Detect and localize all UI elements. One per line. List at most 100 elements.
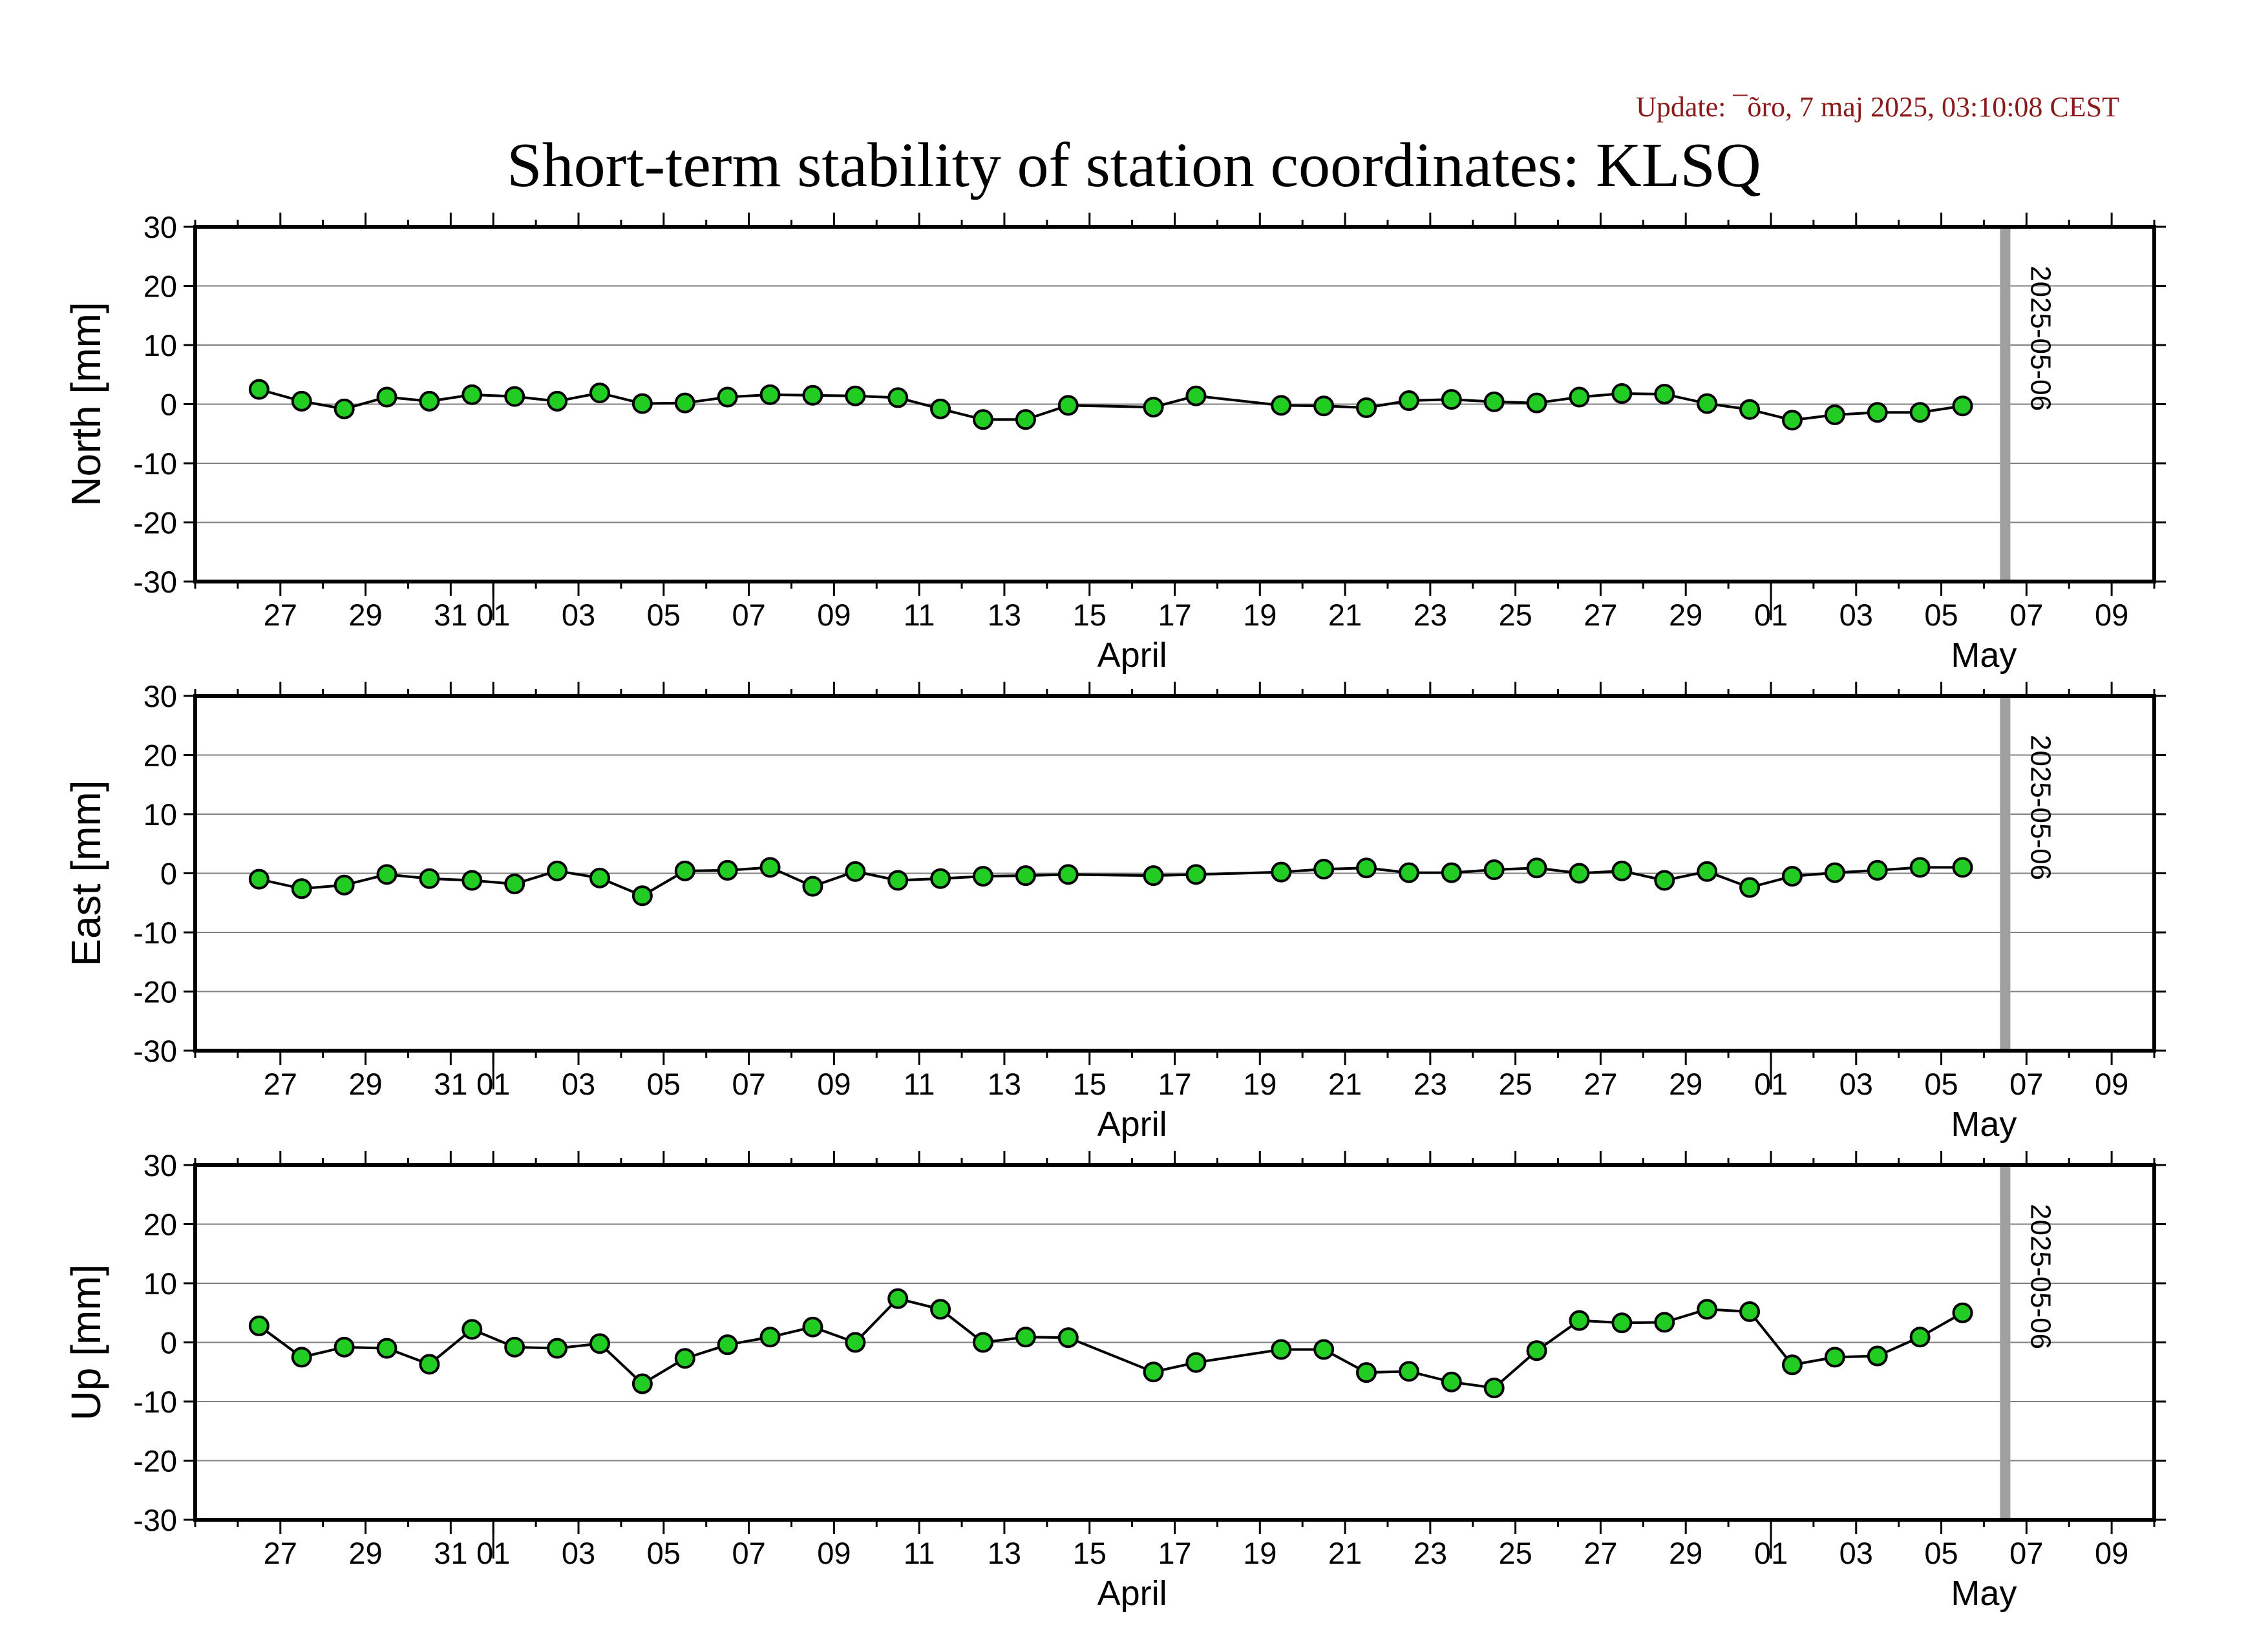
east-ytick-label: -10 <box>133 916 177 950</box>
up-ytick-label: -10 <box>133 1385 177 1419</box>
up-data-point <box>674 1348 695 1369</box>
up-series-group <box>248 1288 1973 1398</box>
north-data-point <box>845 385 866 406</box>
up-ytick-label: 10 <box>143 1266 177 1301</box>
up-data-point <box>1867 1345 1888 1367</box>
east-xtick-label: 23 <box>1414 1067 1447 1101</box>
north-xtick-label: 17 <box>1158 598 1191 632</box>
east-xtick-label: 13 <box>988 1067 1021 1101</box>
east-plot-frame <box>193 694 2156 1053</box>
up-data-point <box>1569 1310 1590 1331</box>
north-data-point <box>547 390 568 412</box>
east-month-label: April <box>1097 1105 1167 1144</box>
north-xtick-label: 29 <box>1669 598 1702 632</box>
east-data-point <box>376 864 397 885</box>
north-xtick-label: 09 <box>817 598 851 632</box>
north-data-point <box>1569 386 1590 408</box>
up-data-point <box>1739 1301 1761 1322</box>
up-xtick-label: 25 <box>1498 1536 1532 1570</box>
north-data-point <box>930 398 951 419</box>
east-ytick-label: 0 <box>160 857 177 891</box>
north-series-group <box>248 379 1973 431</box>
east-data-point <box>802 876 823 897</box>
north-data-point <box>1526 392 1547 414</box>
east-ytick-label: 30 <box>143 679 177 713</box>
up-data-point <box>1271 1339 1292 1360</box>
chart-title: Short-term stability of station coordina… <box>507 131 1761 200</box>
north-xtick-label: 31 <box>434 598 467 632</box>
east-data-point <box>845 861 866 882</box>
north-xtick-label: 05 <box>647 598 681 632</box>
east-data-point <box>1271 861 1292 883</box>
east-axis-label: East [mm] <box>63 780 109 966</box>
up-data-point <box>1185 1352 1207 1373</box>
east-xtick-label: 21 <box>1328 1067 1362 1101</box>
east-xtick-label: 07 <box>2009 1067 2043 1101</box>
up-data-point <box>1441 1371 1462 1392</box>
east-data-point <box>1781 866 1803 887</box>
east-data-point <box>334 874 355 896</box>
north-data-point <box>461 384 483 405</box>
up-xtick-label: 07 <box>732 1536 765 1570</box>
east-xtick-label: 31 <box>434 1067 467 1101</box>
east-data-point <box>1185 864 1207 885</box>
east-xtick-label: 19 <box>1243 1067 1277 1101</box>
north-data-point <box>1356 397 1377 418</box>
east-data-point <box>1654 870 1675 891</box>
north-xtick-label: 13 <box>988 598 1021 632</box>
north-xtick-label: 03 <box>562 598 595 632</box>
up-data-point <box>248 1315 270 1336</box>
north-xtick-label: 03 <box>1839 598 1873 632</box>
north-data-point <box>1143 397 1164 418</box>
up-xtick-label: 21 <box>1328 1536 1362 1570</box>
east-xtick-label: 07 <box>732 1067 765 1101</box>
north-xtick-label: 29 <box>348 598 382 632</box>
north-xtick-label: 07 <box>2009 598 2043 632</box>
up-xtick-label: 27 <box>1584 1536 1617 1570</box>
east-xtick-label: 27 <box>264 1067 297 1101</box>
east-data-point <box>631 885 653 907</box>
up-xtick-label: 09 <box>2095 1536 2128 1570</box>
up-xtick-label: 17 <box>1158 1536 1191 1570</box>
east-data-point <box>1569 863 1590 884</box>
up-ytick-label: -20 <box>133 1444 177 1478</box>
up-data-point <box>419 1354 440 1375</box>
up-ytick-label: 20 <box>143 1208 177 1242</box>
up-plot-frame <box>193 1163 2156 1522</box>
north-xtick-label: 23 <box>1414 598 1447 632</box>
update-timestamp: Update: ¯õro, 7 maj 2025, 03:10:08 CEST <box>1636 91 2119 123</box>
up-data-point <box>547 1338 568 1359</box>
up-xtick-label: 19 <box>1243 1536 1277 1570</box>
north-data-point <box>1739 399 1761 420</box>
north-xtick-label: 25 <box>1498 598 1532 632</box>
up-data-point <box>717 1334 738 1356</box>
north-data-point <box>1483 391 1505 412</box>
up-data-point <box>1015 1327 1036 1348</box>
north-data-point <box>1781 410 1803 431</box>
north-data-point <box>1271 395 1292 416</box>
east-data-point <box>1057 864 1079 885</box>
up-xtick-label: 03 <box>1839 1536 1873 1570</box>
east-date-marker-label: 2025-05-06 <box>2024 735 2056 880</box>
up-data-point <box>845 1332 866 1353</box>
east-data-point <box>1867 859 1888 881</box>
up-xtick-label: 15 <box>1073 1536 1107 1570</box>
north-ytick-label: -20 <box>133 506 177 540</box>
up-data-point <box>802 1316 823 1338</box>
east-xtick-label: 05 <box>647 1067 681 1101</box>
up-xtick-label: 27 <box>264 1536 297 1570</box>
north-data-point <box>1015 409 1036 430</box>
up-date-marker-label: 2025-05-06 <box>2024 1204 2056 1349</box>
east-ytick-label: -20 <box>133 975 177 1009</box>
north-data-point <box>674 392 695 414</box>
north-data-point <box>248 379 270 400</box>
north-xtick-label: 07 <box>732 598 765 632</box>
north-ytick-label: 30 <box>143 210 177 244</box>
north-data-point <box>631 393 653 414</box>
east-xtick-label: 15 <box>1073 1067 1107 1101</box>
east-data-point <box>461 870 483 891</box>
up-ytick-label: 0 <box>160 1326 177 1360</box>
east-data-point <box>1398 862 1419 883</box>
north-ytick-label: -10 <box>133 446 177 481</box>
